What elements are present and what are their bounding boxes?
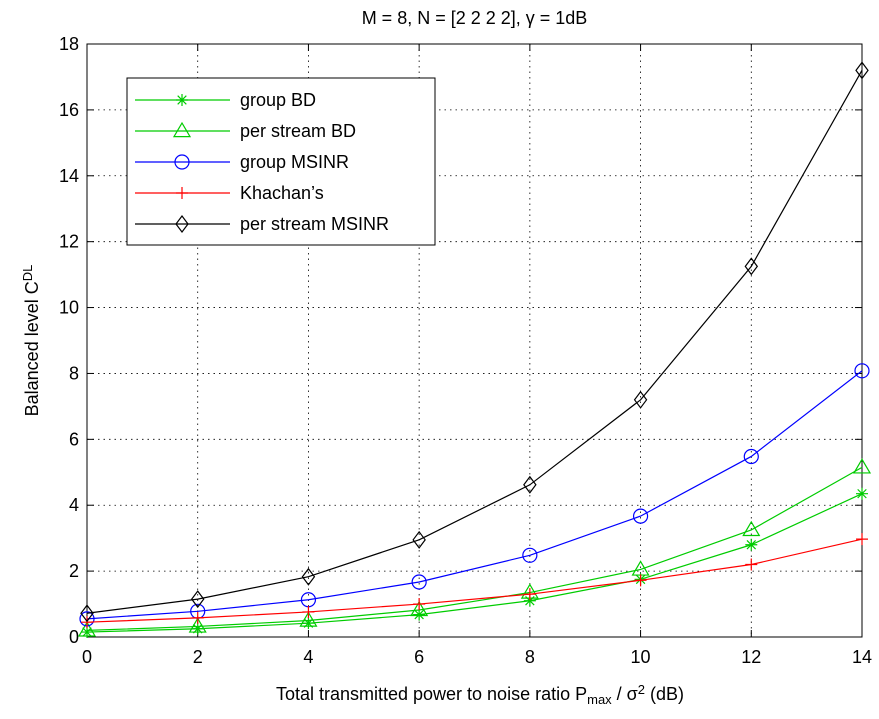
y-tick-label: 4 <box>69 495 79 515</box>
y-tick-label: 18 <box>59 34 79 54</box>
data-point-group-msinr <box>743 448 759 465</box>
y-tick-label: 12 <box>59 232 79 252</box>
data-point-per-stream-bd <box>742 520 761 537</box>
data-point-khachan-s <box>634 574 647 587</box>
y-tick-label: 16 <box>59 100 79 120</box>
legend-marker <box>175 215 189 233</box>
data-point-per-stream-msinr <box>744 257 759 276</box>
data-point-group-bd <box>191 622 204 635</box>
data-point-per-stream-msinr <box>190 590 205 609</box>
data-point-group-bd <box>745 538 758 551</box>
y-tick-label: 10 <box>59 298 79 318</box>
data-point-per-stream-bd <box>77 621 97 637</box>
legend-item-khachan-s: Khachan’s <box>135 183 324 203</box>
data-point-group-bd <box>523 594 536 607</box>
series-line-group-msinr <box>86 370 863 620</box>
x-tick-label: 10 <box>631 647 651 667</box>
series-per-stream-msinr <box>80 61 869 623</box>
data-point-per-stream-msinr <box>855 61 869 80</box>
y-tick-label: 8 <box>69 363 79 383</box>
data-point-per-stream-msinr <box>633 390 648 409</box>
series-line-khachan-s <box>86 538 863 623</box>
data-point-per-stream-msinr <box>301 567 316 586</box>
x-tick-label: 2 <box>193 647 203 667</box>
x-tick-label: 4 <box>303 647 313 667</box>
data-point-group-bd <box>302 617 315 630</box>
series-group <box>77 61 872 639</box>
data-point-per-stream-bd <box>188 617 207 633</box>
data-point-group-msinr <box>411 574 427 590</box>
data-point-per-stream-bd <box>852 458 872 474</box>
legend-item-per-stream-bd: per stream BD <box>135 121 356 141</box>
data-point-per-stream-msinr <box>412 530 426 549</box>
plot-frame <box>86 43 863 638</box>
y-axis-label: Balanced level CDL <box>20 265 42 417</box>
legend-label: per stream BD <box>240 121 356 141</box>
x-tick-label: 14 <box>852 647 872 667</box>
data-point-per-stream-msinr <box>80 604 94 623</box>
x-tick-label: 12 <box>741 647 761 667</box>
legend-label: per stream MSINR <box>240 214 389 234</box>
legend-marker <box>176 94 188 106</box>
y-tick-label: 2 <box>69 561 79 581</box>
data-point-khachan-s <box>191 611 204 624</box>
data-point-group-bd <box>856 487 868 500</box>
x-tick-label: 0 <box>82 647 92 667</box>
data-point-group-bd <box>413 608 426 621</box>
series-line-per-stream-msinr <box>86 70 863 614</box>
chart-title: M = 8, N = [2 2 2 2], γ = 1dB <box>362 8 588 28</box>
x-tick-label: 6 <box>414 647 424 667</box>
series-line-group-bd <box>86 493 863 633</box>
data-point-group-msinr <box>854 363 870 379</box>
x-tick-label: 8 <box>525 647 535 667</box>
data-point-khachan-s <box>302 605 315 618</box>
y-tick-label: 0 <box>69 627 79 647</box>
legend-label: group BD <box>240 90 316 110</box>
data-point-khachan-s <box>745 558 758 571</box>
legend-item-group-bd: group BD <box>135 90 316 110</box>
y-tick-label: 14 <box>59 166 79 186</box>
data-point-khachan-s <box>413 598 426 611</box>
series-group-msinr <box>79 363 870 627</box>
series-line-per-stream-bd <box>86 466 863 632</box>
data-point-group-bd <box>81 626 93 639</box>
data-point-group-msinr <box>632 508 649 524</box>
y-tick-label: 6 <box>69 429 79 449</box>
data-point-per-stream-bd <box>299 611 318 627</box>
legend-marker <box>172 121 192 138</box>
x-axis-label: Total transmitted power to noise ratio P… <box>276 682 684 707</box>
data-point-per-stream-msinr <box>523 475 537 494</box>
legend-label: group MSINR <box>240 152 349 172</box>
legend-item-per-stream-msinr: per stream MSINR <box>135 214 389 234</box>
data-point-khachan-s <box>856 533 868 546</box>
legend-label: Khachan’s <box>240 183 324 203</box>
legend: group BD per stream BD group MSINR Khachan’… <box>126 77 436 246</box>
data-point-khachan-s <box>523 588 536 601</box>
legend-marker <box>176 187 188 199</box>
series-per-stream-bd <box>77 458 872 637</box>
legend-item-group-msinr: group MSINR <box>135 152 349 172</box>
axis-ticks: 0 2 4 6 8 10 12 14 0 2 4 6 8 10 12 14 16 18 <box>59 34 872 667</box>
data-point-per-stream-bd <box>410 600 429 617</box>
data-point-group-msinr <box>522 547 538 563</box>
legend-marker <box>174 154 190 170</box>
